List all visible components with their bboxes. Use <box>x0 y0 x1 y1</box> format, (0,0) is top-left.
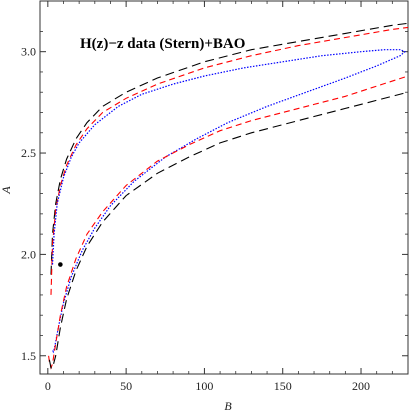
plot-frame <box>39 0 409 375</box>
series-line-4 <box>48 91 409 369</box>
x-tick-label: 50 <box>120 379 132 393</box>
y-tick-label: 1.5 <box>21 349 36 363</box>
y-tick-label: 2.0 <box>21 247 36 261</box>
ticks-layer: 0 50 100 150 200 1.5 2.0 2.5 3.0 <box>21 1 408 393</box>
series-line-1 <box>50 26 409 295</box>
y-tick-label: 3.0 <box>21 45 36 59</box>
series-layer <box>48 22 409 370</box>
series-line-3 <box>48 75 409 370</box>
series-line-0 <box>50 22 409 275</box>
x-tick-label: 0 <box>45 379 51 393</box>
y-axis-label: A <box>0 186 13 195</box>
x-axis-label: B <box>224 399 232 413</box>
x-tick-label: 200 <box>352 379 370 393</box>
y-tick-label: 2.5 <box>21 146 36 160</box>
series-line-2 <box>51 49 407 354</box>
x-tick-label: 150 <box>274 379 292 393</box>
best-fit-point <box>58 262 63 267</box>
x-tick-label: 100 <box>195 379 213 393</box>
chart-title: H(z)−z data (Stern)+BAO <box>80 36 245 52</box>
